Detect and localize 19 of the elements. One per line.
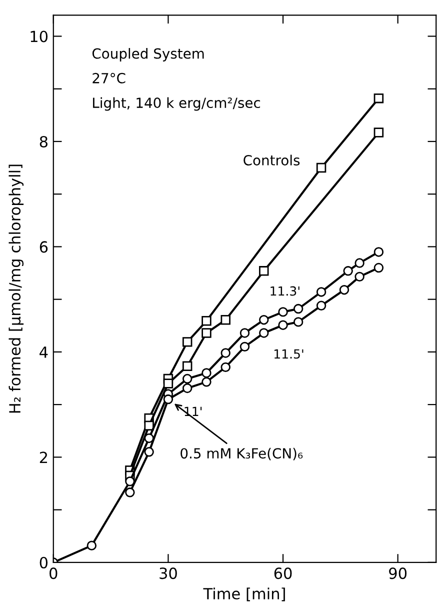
annotation: 11.3' — [270, 286, 300, 296]
y-tick-label: 2 — [40, 452, 48, 463]
y-tick-label: 6 — [40, 241, 48, 253]
x-tick-label: 90 — [389, 568, 407, 580]
x-tick-label: 60 — [274, 568, 292, 580]
x-tick-label: 30 — [160, 568, 177, 580]
annotation: Controls — [244, 154, 300, 166]
y-tick-label: 0 — [40, 556, 48, 568]
y-tick-label: 8 — [40, 136, 48, 148]
x-tick-label: 0 — [50, 568, 58, 580]
annotation: 0.5 mM K₃Fe(CN)₆ — [180, 448, 303, 460]
y-tick-label: 10 — [30, 30, 48, 42]
x-axis-title: Time [min] — [203, 588, 285, 602]
y-axis-title: H₂ formed [μmol/mg chlorophyll] — [8, 164, 24, 413]
y-tick-label: 4 — [40, 346, 48, 358]
annotation: 27°C — [92, 72, 126, 84]
annotation: 11.5' — [274, 349, 304, 359]
annotation: Coupled System — [92, 48, 204, 62]
annotation: Light, 140 k erg/cm²/sec — [93, 97, 260, 111]
